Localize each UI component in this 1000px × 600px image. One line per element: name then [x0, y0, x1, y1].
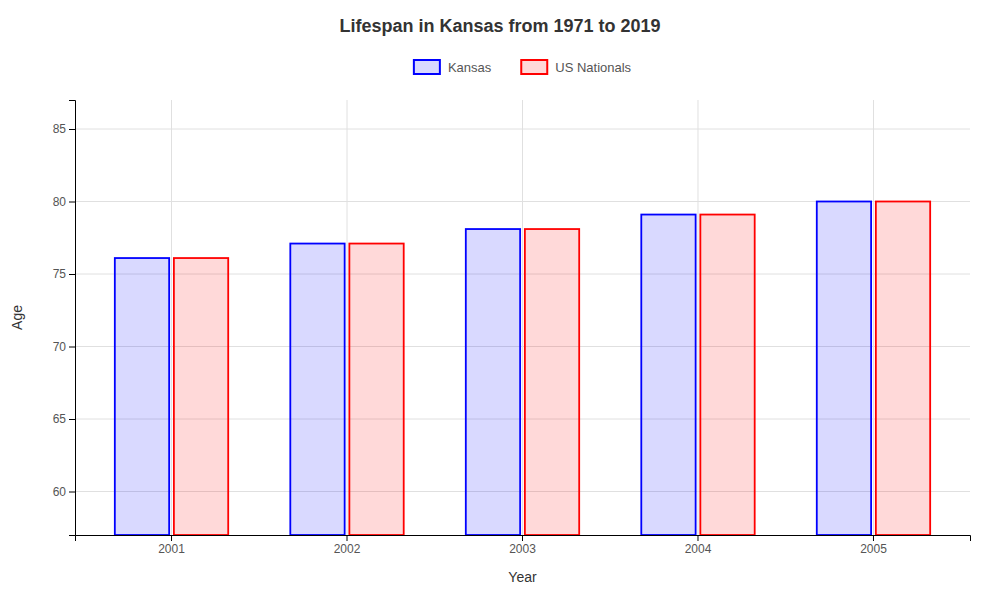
tick: 2003 [509, 535, 536, 556]
bar-series [115, 202, 871, 536]
bar [817, 202, 871, 536]
x-axis-title: Year [508, 569, 537, 585]
tick-label: 2002 [334, 542, 361, 556]
legend-label: Kansas [448, 60, 492, 75]
tick: 2001 [158, 535, 185, 556]
chart: 60 65 70 75 80 85 2001 2002 2003 2004 2005 Year Age L… [0, 0, 1000, 600]
tick-label: 2003 [509, 542, 536, 556]
tick-mark [69, 274, 75, 275]
grid-line [347, 100, 348, 535]
tick-mark [69, 492, 75, 493]
y-axis-title: Age [9, 305, 25, 330]
tick: 2002 [334, 535, 361, 556]
bar [641, 215, 695, 535]
tick-mark [873, 535, 874, 541]
tick-mark [171, 535, 172, 541]
grid-line [522, 100, 523, 535]
tick-mark [69, 419, 75, 420]
bar [525, 229, 579, 535]
legend-swatch [521, 60, 547, 74]
tick: 2005 [860, 535, 887, 556]
tick: 70 [53, 340, 75, 354]
legend-swatch [414, 60, 440, 74]
tick: 65 [53, 412, 75, 426]
legend: Kansas US Nationals [414, 60, 632, 75]
grid-line [873, 100, 874, 535]
grid-line [697, 100, 698, 535]
tick-label: 2005 [860, 542, 887, 556]
plot: 60 65 70 75 80 85 2001 2002 2003 2004 2005 [53, 100, 971, 556]
tick-label: 2001 [158, 542, 185, 556]
bar [876, 202, 930, 536]
bar [349, 244, 403, 535]
bars [115, 202, 930, 536]
tick-mark [347, 535, 348, 541]
axis-line [76, 536, 971, 542]
tick-mark [697, 535, 698, 541]
grid-line [171, 100, 172, 535]
tick: 85 [53, 122, 75, 136]
tick-label: 70 [53, 340, 67, 354]
bar-series [174, 202, 930, 536]
tick-label: 75 [53, 267, 67, 281]
axis-line [69, 101, 76, 536]
tick: 80 [53, 195, 75, 209]
bar [700, 215, 754, 535]
title: Lifespan in Kansas from 1971 to 2019 [339, 16, 660, 36]
tick-mark [69, 129, 75, 130]
legend-item: Kansas [414, 60, 492, 75]
tick-label: 2004 [685, 542, 712, 556]
legend-label: US Nationals [555, 60, 631, 75]
tick-mark [69, 202, 75, 203]
x-axis: 2001 2002 2003 2004 2005 [76, 535, 971, 556]
bar [115, 258, 169, 535]
tick: 2004 [685, 535, 712, 556]
grid [75, 100, 970, 535]
tick-label: 85 [53, 122, 67, 136]
tick: 60 [53, 485, 75, 499]
tick: 75 [53, 267, 75, 281]
tick-label: 60 [53, 485, 67, 499]
legend-item: US Nationals [521, 60, 631, 75]
tick-label: 65 [53, 412, 67, 426]
y-axis: 60 65 70 75 80 85 [53, 101, 76, 536]
bar [466, 229, 520, 535]
bar [290, 244, 344, 535]
tick-label: 80 [53, 195, 67, 209]
bar [174, 258, 228, 535]
tick-mark [69, 347, 75, 348]
tick-mark [522, 535, 523, 541]
